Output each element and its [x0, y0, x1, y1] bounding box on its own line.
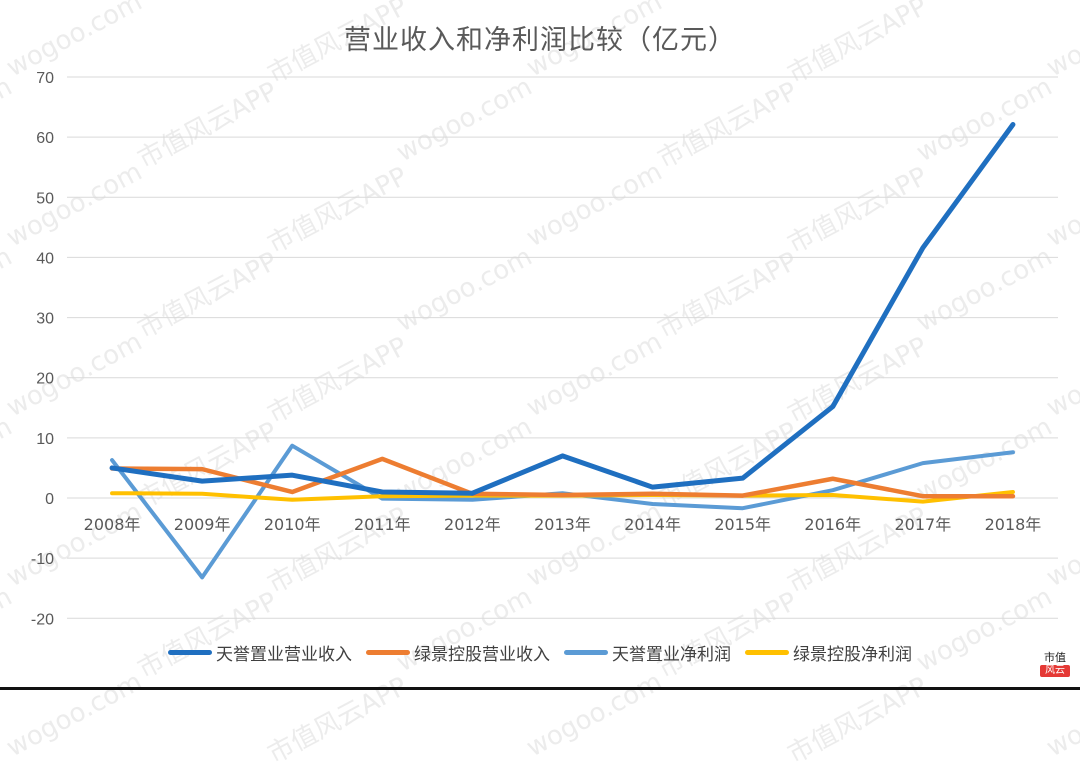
series-line-2 [110, 443, 1015, 580]
bottom-border [0, 687, 1080, 690]
legend-label: 绿景控股营业收入 [414, 645, 550, 665]
y-tick-label: 70 [36, 70, 54, 87]
y-tick-label: -10 [31, 551, 54, 568]
y-tick-label: 40 [36, 250, 54, 267]
y-tick-label: 60 [36, 130, 54, 147]
y-tick-label: 50 [36, 190, 54, 207]
series-line-1 [109, 456, 1016, 499]
logo-text-top: 市值 [1044, 651, 1066, 664]
line-chart: 70 60 50 40 30 20 10 0 -10 -20 2008年 2009年 2010年 201… [31, 70, 1058, 628]
x-tick-label: 2017年 [894, 515, 951, 534]
legend-item-tianyu-revenue[interactable]: 天誉置业营业收入 [168, 640, 352, 665]
x-tick-label: 2016年 [804, 515, 861, 534]
brand-logo: 市值 风云 [1040, 652, 1070, 677]
legend-swatch-icon [168, 650, 212, 655]
legend-swatch-icon [564, 650, 608, 655]
legend-label: 绿景控股净利润 [793, 645, 912, 665]
legend-swatch-icon [745, 650, 789, 655]
series-lines [109, 122, 1016, 580]
y-axis-ticks: 70 60 50 40 30 20 10 0 -10 -20 [31, 70, 54, 628]
x-tick-label: 2008年 [84, 515, 141, 534]
y-tick-label: 30 [36, 311, 54, 328]
x-tick-label: 2018年 [985, 515, 1042, 534]
chart-title: 营业收入和净利润比较（亿元） [344, 25, 736, 56]
x-tick-label: 2014年 [624, 515, 681, 534]
y-tick-label: -20 [31, 611, 54, 628]
x-tick-label: 2013年 [534, 515, 591, 534]
x-tick-label: 2010年 [264, 515, 321, 534]
x-axis-ticks: 2008年 2009年 2010年 2011年 2012年 2013年 2014年 2015年… [84, 515, 1042, 534]
x-tick-label: 2009年 [174, 515, 231, 534]
gridlines [67, 76, 1058, 619]
legend-label: 天誉置业营业收入 [216, 645, 352, 665]
legend-item-lvjing-profit[interactable]: 绿景控股净利润 [745, 640, 912, 665]
logo-text-bottom: 风云 [1040, 665, 1070, 677]
legend-label: 天誉置业净利润 [612, 645, 731, 665]
x-tick-label: 2015年 [714, 515, 771, 534]
legend-item-lvjing-revenue[interactable]: 绿景控股营业收入 [366, 640, 550, 665]
y-tick-label: 20 [36, 371, 54, 388]
x-tick-label: 2012年 [444, 515, 501, 534]
x-tick-label: 2011年 [354, 515, 411, 534]
legend-swatch-icon [366, 650, 410, 655]
legend: 天誉置业营业收入 绿景控股营业收入 天誉置业净利润 绿景控股净利润 [0, 640, 1080, 665]
legend-item-tianyu-profit[interactable]: 天誉置业净利润 [564, 640, 731, 665]
y-tick-label: 0 [45, 491, 54, 508]
y-tick-label: 10 [36, 431, 54, 448]
series-line-0 [109, 122, 1016, 496]
